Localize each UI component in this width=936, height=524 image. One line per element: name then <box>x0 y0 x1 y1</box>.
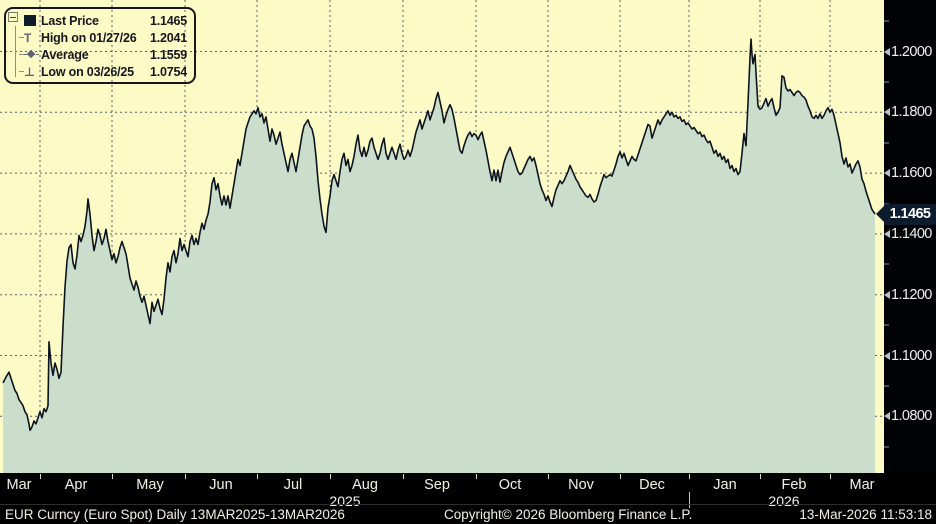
price-minor-tick <box>884 141 889 144</box>
legend-value: 1.1559 <box>149 47 187 62</box>
price-tick-icon <box>884 108 890 117</box>
price-minor-tick <box>884 80 889 83</box>
price-minor-tick <box>884 263 889 266</box>
month-tick <box>403 474 404 479</box>
footer-bar: EUR Curncy (Euro Spot) Daily 13MAR2025-1… <box>0 506 936 524</box>
last-price-value: 1.1465 <box>889 206 931 223</box>
price-tick-icon <box>884 169 890 178</box>
month-tick <box>112 474 113 479</box>
month-label: Jun <box>209 477 233 493</box>
price-area-chart <box>0 0 884 473</box>
month-label: Sep <box>424 477 450 493</box>
badge-arrow-icon <box>876 205 885 224</box>
month-tick <box>830 474 831 479</box>
legend-row-average: Average 1.1559 <box>10 46 187 63</box>
price-minor-tick <box>884 202 889 205</box>
legend-value: 1.0754 <box>149 64 187 79</box>
average-marker-icon <box>24 50 41 59</box>
time-axis-strip: Mar Apr May Jun Jul Aug Sep Oct Nov Dec Jan Feb Mar … <box>0 473 936 524</box>
legend-label: Last Price <box>41 13 99 28</box>
month-tick <box>257 474 258 479</box>
month-label: Aug <box>352 477 378 493</box>
price-tick-label: 1.0800 <box>891 408 932 425</box>
high-marker-icon: T <box>24 30 32 45</box>
legend-label: Average <box>41 47 89 62</box>
month-tick <box>548 474 549 479</box>
last-price-swatch-icon <box>24 15 41 26</box>
month-label: Nov <box>568 477 594 493</box>
year-label: 2025 <box>329 493 361 509</box>
legend-tree-line <box>15 26 16 77</box>
footer-divider <box>0 504 936 505</box>
price-tick-icon <box>884 351 890 360</box>
month-label: Jan <box>713 477 737 493</box>
month-label: Feb <box>781 477 807 493</box>
month-tick <box>620 474 621 479</box>
legend-value: 1.2041 <box>149 30 187 45</box>
month-tick <box>330 474 331 479</box>
legend-label: Low on 03/26/25 <box>41 64 134 79</box>
price-tick-label: 1.1600 <box>891 165 932 182</box>
month-label: Mar <box>6 477 32 493</box>
month-label: May <box>136 477 164 493</box>
chart-title: EUR Curncy (Euro Spot) Daily 13MAR2025-1… <box>5 507 345 522</box>
month-tick <box>760 474 761 479</box>
month-label: Oct <box>498 477 522 493</box>
price-axis: 1.2000 1.1800 1.1600 1.1400 1.1200 1.1000 1.08… <box>884 0 936 473</box>
month-label: Jul <box>283 477 303 493</box>
last-price-badge: 1.1465 <box>876 203 936 225</box>
timestamp: 13-Mar-2026 11:53:18 <box>799 507 932 522</box>
price-minor-tick <box>884 20 889 23</box>
legend-row-low: ⊥ Low on 03/26/25 1.0754 <box>10 63 187 80</box>
price-tick-label: 1.1400 <box>891 225 932 242</box>
price-minor-tick <box>884 384 889 387</box>
month-tick <box>689 474 690 479</box>
legend-value: 1.1465 <box>149 13 187 28</box>
price-tick-label: 1.1800 <box>891 104 932 121</box>
price-tick-icon <box>884 290 890 299</box>
price-tick-icon <box>884 412 890 421</box>
price-minor-tick <box>884 445 889 448</box>
month-label: Mar <box>849 477 875 493</box>
legend-expander-icon[interactable] <box>8 12 18 22</box>
month-label: Apr <box>64 477 88 493</box>
legend-row-high: T High on 01/27/26 1.2041 <box>10 29 187 46</box>
price-tick-label: 1.2000 <box>891 43 932 60</box>
chart-legend: Last Price 1.1465 T High on 01/27/26 1.2… <box>4 7 196 84</box>
month-tick <box>185 474 186 479</box>
copyright-text: Copyright© 2026 Bloomberg Finance L.P. <box>444 507 693 522</box>
month-tick <box>476 474 477 479</box>
price-tick-label: 1.1200 <box>891 286 932 303</box>
price-minor-tick <box>884 324 889 327</box>
chart-plot-area[interactable]: Last Price 1.1465 T High on 01/27/26 1.2… <box>0 0 884 473</box>
price-tick-icon <box>884 47 890 56</box>
legend-row-last-price: Last Price 1.1465 <box>10 12 187 29</box>
month-label: Dec <box>639 477 665 493</box>
year-separator <box>689 492 690 508</box>
legend-label: High on 01/27/26 <box>41 30 137 45</box>
year-label: 2026 <box>768 493 800 509</box>
price-tick-icon <box>884 229 890 238</box>
low-marker-icon: ⊥ <box>24 64 35 79</box>
price-tick-label: 1.1000 <box>891 347 932 364</box>
month-tick <box>40 474 41 479</box>
